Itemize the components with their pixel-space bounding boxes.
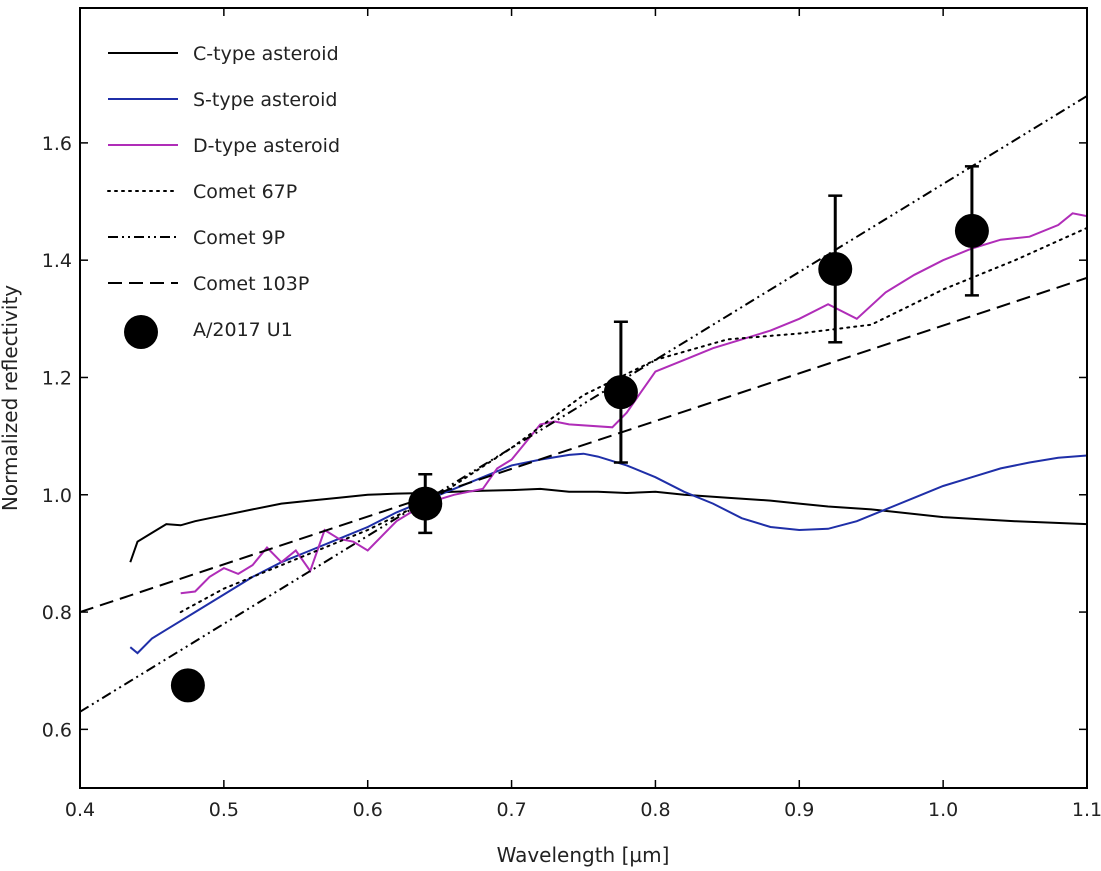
x-tick-label: 0.8 bbox=[640, 799, 670, 821]
x-tick-label: 0.9 bbox=[784, 799, 814, 821]
series-line-d-type-asteroid bbox=[180, 212, 1087, 595]
points-layer bbox=[170, 165, 989, 703]
x-axis-title: Wavelength [µm] bbox=[497, 843, 670, 867]
data-point-a-2017-u1 bbox=[408, 486, 443, 521]
y-axis-title: Normalized reflectivity bbox=[0, 285, 22, 511]
legend-label: Comet 67P bbox=[193, 181, 297, 203]
plot-frame bbox=[79, 7, 1088, 789]
data-point-a-2017-u1 bbox=[954, 213, 989, 248]
series-line-comet-9p bbox=[80, 95, 1087, 713]
x-tick-label: 0.6 bbox=[353, 799, 383, 821]
data-point-a-2017-u1 bbox=[818, 251, 853, 286]
y-tick-label: 1.4 bbox=[42, 250, 72, 272]
x-tick-label: 0.7 bbox=[496, 799, 526, 821]
y-tick-label: 0.8 bbox=[42, 602, 72, 624]
legend-label: D-type asteroid bbox=[193, 135, 340, 157]
series-line-c-type-asteroid bbox=[129, 487, 1087, 563]
data-point-a-2017-u1 bbox=[603, 375, 638, 410]
y-tick-label: 1.0 bbox=[42, 485, 72, 507]
legend-label: C-type asteroid bbox=[193, 43, 339, 65]
series-line-comet-103p bbox=[80, 276, 1087, 614]
legend-label: A/2017 U1 bbox=[193, 319, 293, 341]
series-line-s-type-asteroid bbox=[129, 452, 1087, 655]
y-tick-label: 0.6 bbox=[42, 719, 72, 741]
legend-swatch-a-2017-u1 bbox=[124, 315, 158, 349]
legend-label: S-type asteroid bbox=[193, 89, 337, 111]
x-axis: 0.4 0.5 0.6 0.7 0.8 0.9 1.0 1.1 bbox=[65, 8, 1101, 821]
legend: C-type asteroid S-type asteroid D-type ast… bbox=[107, 43, 340, 349]
x-tick-label: 1.0 bbox=[928, 799, 958, 821]
y-tick-label: 1.6 bbox=[42, 133, 72, 155]
x-tick-label: 0.4 bbox=[65, 799, 95, 821]
y-tick-label: 1.2 bbox=[42, 367, 72, 389]
x-tick-label: 1.1 bbox=[1072, 799, 1101, 821]
legend-label: Comet 103P bbox=[193, 273, 309, 295]
y-axis: 0.6 0.8 1.0 1.2 1.4 1.6 bbox=[42, 133, 1087, 741]
series-layer bbox=[80, 95, 1087, 713]
legend-label: Comet 9P bbox=[193, 227, 285, 249]
x-tick-label: 0.5 bbox=[209, 799, 239, 821]
plot-area bbox=[79, 7, 1088, 789]
data-point-a-2017-u1 bbox=[170, 668, 205, 703]
